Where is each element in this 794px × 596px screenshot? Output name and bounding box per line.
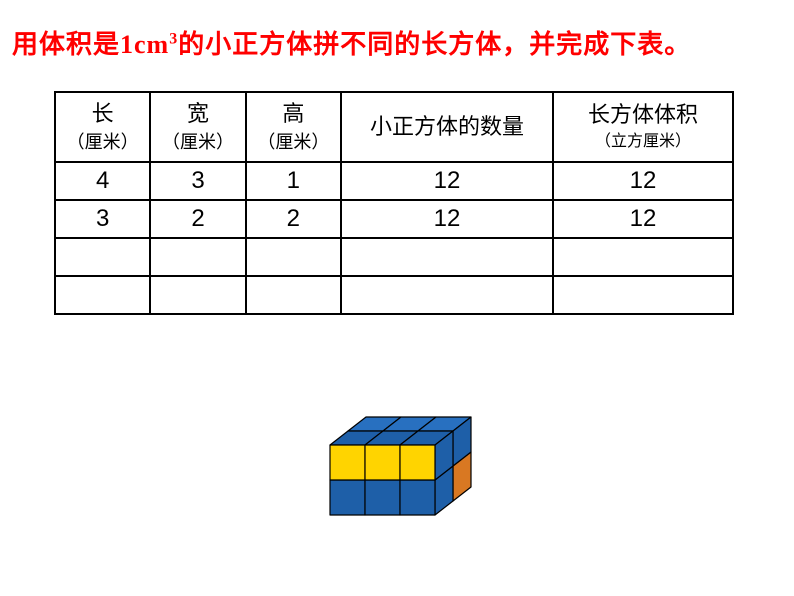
title-exponent: 3	[169, 30, 178, 47]
header-quantity: 小正方体的数量	[341, 92, 553, 162]
header-volume-unit: （立方厘米）	[558, 131, 728, 153]
table-body: 4 3 1 12 12 3 2 2 12 12	[55, 162, 733, 314]
cell-height	[246, 276, 341, 314]
header-width-unit: （厘米）	[155, 130, 240, 155]
cell-width	[150, 238, 245, 276]
header-height-label: 高	[282, 101, 304, 126]
cuboid-figure	[320, 415, 490, 535]
cuboid-svg	[320, 415, 490, 535]
cell-length	[55, 276, 150, 314]
page-title: 用体积是1cm3的小正方体拼不同的长方体，并完成下表。	[0, 0, 794, 61]
volume-table: 长 （厘米） 宽 （厘米） 高 （厘米） 小正方体的数量 长方体体积 （立方厘米…	[54, 91, 734, 315]
cell-quantity: 12	[341, 200, 553, 238]
header-length-unit: （厘米）	[60, 130, 145, 155]
table-header-row: 长 （厘米） 宽 （厘米） 高 （厘米） 小正方体的数量 长方体体积 （立方厘米…	[55, 92, 733, 162]
cell-width	[150, 276, 245, 314]
cell-volume	[553, 238, 733, 276]
table-row	[55, 276, 733, 314]
cell-volume: 12	[553, 162, 733, 200]
cell-quantity	[341, 276, 553, 314]
title-prefix: 用体积是	[12, 30, 120, 59]
title-value: 1cm	[120, 30, 169, 59]
header-length-label: 长	[92, 101, 114, 126]
table-row: 4 3 1 12 12	[55, 162, 733, 200]
header-quantity-label: 小正方体的数量	[370, 114, 524, 139]
header-volume: 长方体体积 （立方厘米）	[553, 92, 733, 162]
title-suffix: 的小正方体拼不同的长方体，并完成下表。	[178, 30, 691, 59]
table-row	[55, 238, 733, 276]
cell-quantity: 12	[341, 162, 553, 200]
cell-length: 4	[55, 162, 150, 200]
cell-height: 2	[246, 200, 341, 238]
cell-volume	[553, 276, 733, 314]
cell-quantity	[341, 238, 553, 276]
table-row: 3 2 2 12 12	[55, 200, 733, 238]
cell-length: 3	[55, 200, 150, 238]
cell-height	[246, 238, 341, 276]
cell-volume: 12	[553, 200, 733, 238]
volume-table-container: 长 （厘米） 宽 （厘米） 高 （厘米） 小正方体的数量 长方体体积 （立方厘米…	[54, 91, 734, 315]
header-height-unit: （厘米）	[251, 130, 336, 155]
cell-width: 2	[150, 200, 245, 238]
cell-width: 3	[150, 162, 245, 200]
header-height: 高 （厘米）	[246, 92, 341, 162]
cell-length	[55, 238, 150, 276]
header-width-label: 宽	[187, 101, 209, 126]
cell-height: 1	[246, 162, 341, 200]
header-width: 宽 （厘米）	[150, 92, 245, 162]
header-volume-label: 长方体体积	[588, 102, 698, 127]
header-length: 长 （厘米）	[55, 92, 150, 162]
